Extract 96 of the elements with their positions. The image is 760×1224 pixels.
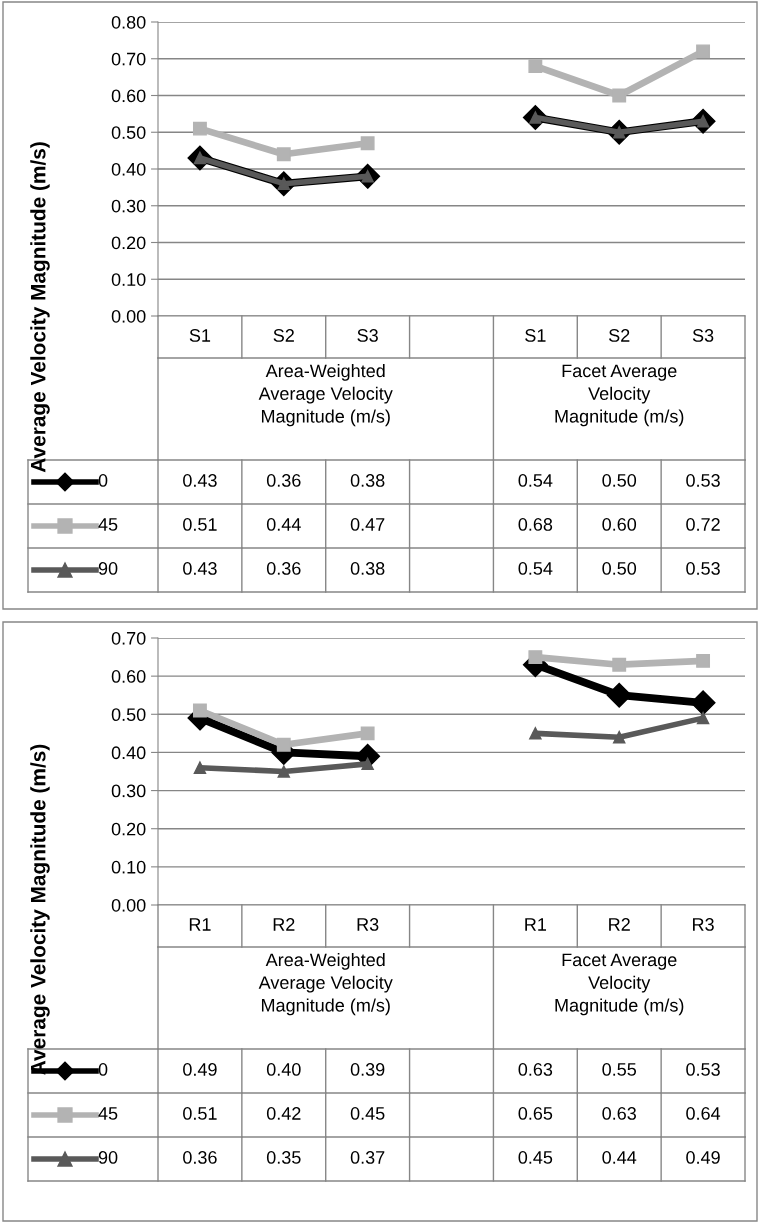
data-label: 0.36 bbox=[266, 562, 301, 575]
y-tick-label: 0.30 bbox=[111, 199, 146, 213]
y-tick-label: 0.00 bbox=[111, 898, 146, 912]
point bbox=[696, 711, 710, 725]
data-label: 0.54 bbox=[518, 562, 553, 575]
y-tick-label: 0.40 bbox=[111, 746, 146, 760]
legend-label: 0 bbox=[98, 474, 108, 487]
x-tick-label: R1 bbox=[189, 918, 211, 931]
point bbox=[696, 653, 711, 668]
data-label: 0.63 bbox=[602, 1107, 636, 1120]
y-tick-label: 0.70 bbox=[111, 52, 146, 66]
point bbox=[361, 757, 374, 771]
x-tick-label: S1 bbox=[189, 329, 211, 342]
y-tick-label: 0.80 bbox=[111, 15, 146, 29]
legend-label: 45 bbox=[98, 1107, 118, 1120]
data-label: 0.43 bbox=[183, 474, 217, 487]
data-label: 0.37 bbox=[350, 1151, 385, 1164]
x-tick-label: R1 bbox=[525, 918, 547, 931]
x-tick-label: S1 bbox=[525, 329, 546, 342]
y-tick-label: 0.70 bbox=[111, 631, 146, 645]
data-label: 0.39 bbox=[350, 1063, 385, 1076]
data-label: 0.51 bbox=[183, 518, 217, 531]
data-label: 0.38 bbox=[350, 562, 385, 575]
data-label: 0.45 bbox=[350, 1107, 385, 1120]
point bbox=[528, 59, 543, 74]
legend-label: 90 bbox=[98, 1151, 118, 1164]
point bbox=[192, 703, 207, 718]
point bbox=[276, 147, 291, 162]
data-label: 0.36 bbox=[183, 1151, 217, 1164]
data-label: 0.44 bbox=[602, 1151, 637, 1164]
point bbox=[360, 136, 375, 151]
text: Area-Weighted Average Velocity Magnitude (m/s) bbox=[258, 953, 393, 1016]
y-tick-label: 0.10 bbox=[111, 860, 146, 874]
point bbox=[528, 650, 543, 665]
point bbox=[690, 690, 716, 716]
data-label: 0.40 bbox=[266, 1063, 301, 1076]
data-label: 0.44 bbox=[266, 518, 301, 531]
y-tick-label: 0.20 bbox=[111, 822, 146, 836]
data-label: 0.63 bbox=[518, 1063, 553, 1076]
data-label: 0.53 bbox=[686, 474, 720, 487]
point bbox=[276, 737, 291, 752]
y-tick-label: 0.50 bbox=[111, 126, 146, 139]
legend-label: 0 bbox=[98, 1063, 108, 1076]
point bbox=[696, 44, 711, 59]
data-label: 0.50 bbox=[602, 474, 637, 487]
data-label: 0.45 bbox=[518, 1151, 553, 1164]
point bbox=[529, 727, 542, 740]
text: Facet Average Velocity Magnitude (m/s) bbox=[555, 953, 684, 1016]
point bbox=[612, 657, 627, 672]
data-label: 0.47 bbox=[350, 518, 385, 531]
data-label: 0.65 bbox=[518, 1107, 553, 1120]
y-tick-label: 0.10 bbox=[111, 273, 146, 286]
data-label: 0.38 bbox=[350, 474, 385, 487]
data-label: 0.49 bbox=[686, 1151, 720, 1164]
y-tick-label: 0.60 bbox=[111, 670, 146, 683]
y-axis-title: Average Velocity Magnitude (m/s) bbox=[30, 142, 50, 473]
x-tick-label: R3 bbox=[693, 918, 714, 931]
point bbox=[277, 765, 291, 778]
point bbox=[606, 682, 632, 708]
x-tick-label: S3 bbox=[692, 329, 714, 342]
x-tick-label: S2 bbox=[608, 329, 630, 342]
y-tick-label: 0.60 bbox=[111, 89, 146, 103]
point bbox=[612, 730, 626, 744]
data-label: 0.42 bbox=[266, 1107, 301, 1120]
data-label: 0.53 bbox=[686, 1063, 720, 1076]
data-label: 0.68 bbox=[518, 518, 553, 531]
legend-label: 45 bbox=[98, 518, 118, 531]
y-tick-label: 0.30 bbox=[111, 784, 146, 798]
data-label: 0.64 bbox=[686, 1107, 721, 1120]
data-label: 0.53 bbox=[686, 562, 720, 575]
data-label: 0.55 bbox=[602, 1063, 637, 1076]
data-label: 0.60 bbox=[602, 518, 637, 531]
text: Area-Weighted Average Velocity Magnitude (m/s) bbox=[258, 364, 393, 427]
point bbox=[360, 726, 375, 741]
data-label: 0.49 bbox=[183, 1063, 217, 1076]
x-tick-label: S2 bbox=[273, 329, 294, 342]
x-tick-label: S3 bbox=[357, 329, 378, 342]
text: Facet Average Velocity Magnitude (m/s) bbox=[555, 364, 684, 427]
data-label: 0.36 bbox=[266, 474, 301, 487]
x-tick-label: R2 bbox=[609, 918, 630, 931]
data-label: 0.54 bbox=[518, 474, 553, 487]
data-label: 0.35 bbox=[266, 1151, 301, 1164]
y-tick-label: 0.00 bbox=[111, 309, 146, 323]
data-label: 0.50 bbox=[602, 562, 637, 575]
data-label: 0.72 bbox=[686, 518, 720, 531]
x-tick-label: R2 bbox=[273, 918, 295, 931]
data-label: 0.51 bbox=[183, 1107, 217, 1120]
y-tick-label: 0.50 bbox=[111, 708, 146, 722]
point bbox=[193, 761, 207, 774]
data-label: 0.43 bbox=[183, 562, 217, 575]
y-tick-label: 0.20 bbox=[111, 236, 146, 250]
legend-label: 90 bbox=[98, 562, 118, 575]
x-tick-label: R3 bbox=[357, 918, 379, 931]
y-tick-label: 0.40 bbox=[111, 162, 146, 176]
point bbox=[192, 121, 207, 136]
point bbox=[612, 88, 627, 103]
